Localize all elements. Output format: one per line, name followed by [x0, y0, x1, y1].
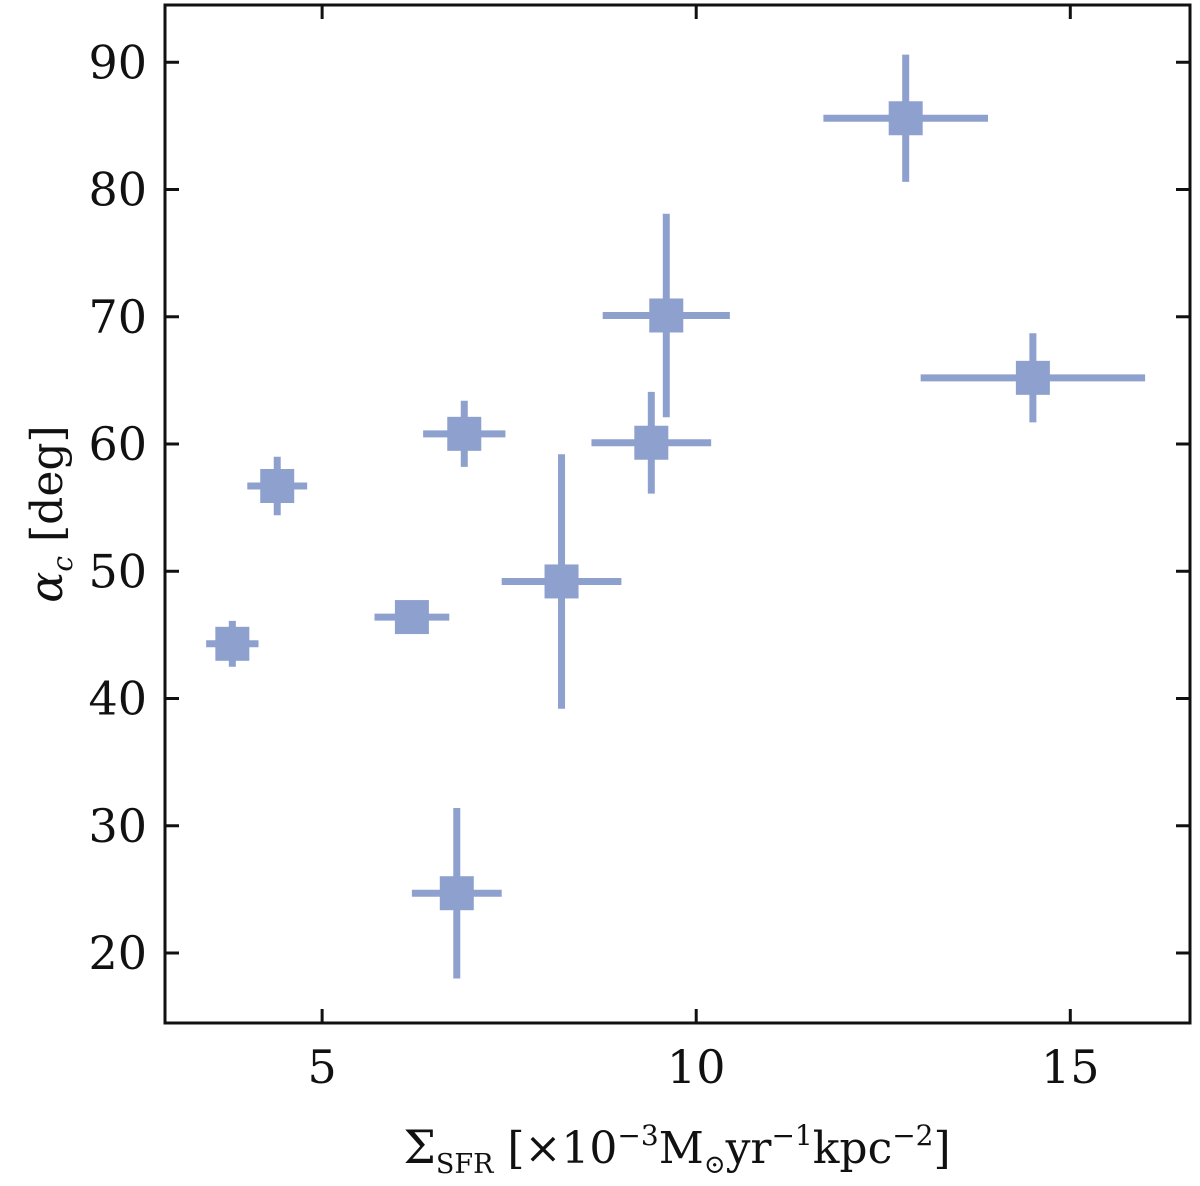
- x-tick-label: 10: [667, 1040, 726, 1094]
- point-marker: [447, 416, 482, 451]
- point-marker: [888, 101, 923, 136]
- x-tick-label: 5: [307, 1040, 336, 1094]
- point-marker: [1015, 360, 1050, 395]
- axis-ticks: 5 10 15 20 30 40 50 60 70 80 90: [88, 5, 1190, 1094]
- data-point: [501, 454, 622, 709]
- data-marks: [206, 54, 1146, 979]
- data-point: [591, 391, 712, 494]
- y-tick-label: 30: [88, 799, 147, 853]
- data-point: [423, 400, 506, 467]
- x-axis-label: ΣSFR [×10−3M⊙yr−1kpc−2]: [403, 1119, 950, 1180]
- point-marker: [649, 298, 684, 333]
- point-marker: [439, 876, 474, 911]
- y-tick-label: 90: [88, 35, 147, 89]
- y-tick-label: 20: [88, 926, 147, 980]
- data-point: [247, 456, 308, 516]
- point-marker: [544, 564, 579, 599]
- point-marker: [394, 600, 429, 635]
- y-tick-label: 50: [88, 544, 147, 598]
- data-point: [411, 807, 502, 979]
- y-tick-label: 40: [88, 672, 147, 726]
- data-point: [602, 213, 730, 418]
- y-tick-label: 80: [88, 163, 147, 217]
- point-marker: [215, 626, 250, 661]
- x-tick-label: 15: [1041, 1040, 1100, 1094]
- point-marker: [260, 469, 295, 504]
- y-tick-label: 60: [88, 417, 147, 471]
- plot-frame: [163, 3, 1192, 1025]
- data-point: [920, 333, 1146, 423]
- y-tick-label: 70: [88, 290, 147, 344]
- y-axis-label: αc [deg]: [19, 425, 79, 602]
- data-point: [206, 620, 259, 667]
- data-point: [823, 54, 988, 182]
- point-marker: [634, 425, 669, 460]
- data-point: [374, 600, 450, 635]
